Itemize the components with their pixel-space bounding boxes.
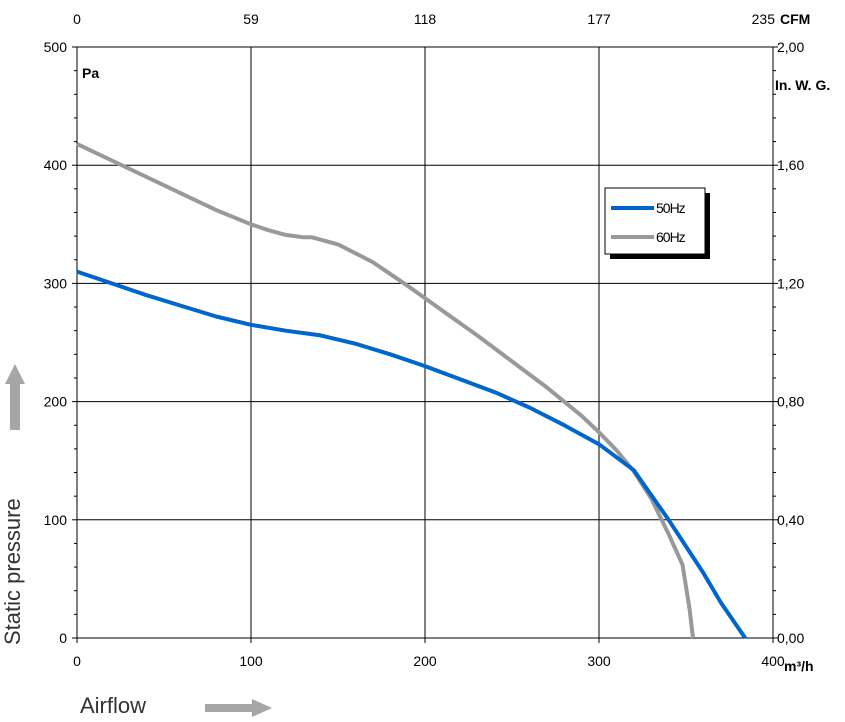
top-tick-label: 235 xyxy=(752,11,776,27)
legend-box xyxy=(604,187,706,255)
y-tick-label: 300 xyxy=(44,275,68,291)
x-axis-title: Airflow xyxy=(80,693,146,718)
y-right-tick-label: 1,20 xyxy=(777,275,804,291)
bottom-axis-unit: m³/h xyxy=(784,658,814,674)
series-line-50hz xyxy=(76,269,747,640)
y-tick-label: 400 xyxy=(44,157,68,173)
legend: 50Hz 60Hz xyxy=(604,187,710,259)
x-tick-label: 100 xyxy=(239,653,263,669)
top-tick-label: 177 xyxy=(587,11,611,27)
legend-label-50hz: 50Hz xyxy=(656,200,686,216)
y-axis-title-group: Static pressure xyxy=(0,364,25,645)
x-tick-label: 300 xyxy=(587,653,611,669)
y-tick-label: 200 xyxy=(44,394,68,410)
y-axis-title: Static pressure xyxy=(0,498,25,645)
y-right-tick-label: 1,60 xyxy=(777,157,804,173)
y-tick-label: 0 xyxy=(59,630,67,646)
x-axis-title-group: Airflow xyxy=(80,693,272,718)
top-tick-label: 0 xyxy=(73,11,81,27)
y-right-tick-label: 0,00 xyxy=(777,630,804,646)
grid-lines xyxy=(77,47,773,638)
y-right-tick-label: 0,80 xyxy=(777,394,804,410)
y-right-tick-label: 2,00 xyxy=(777,39,804,55)
legend-label-60hz: 60Hz xyxy=(656,229,686,245)
right-axis-unit: In. W. G. xyxy=(775,77,830,93)
top-tick-label: 118 xyxy=(414,11,437,27)
up-arrow-icon xyxy=(5,364,25,430)
top-axis-unit: CFM xyxy=(780,11,810,27)
x-tick-label: 200 xyxy=(413,653,437,669)
x-tick-label: 0 xyxy=(73,653,81,669)
right-arrow-icon xyxy=(205,699,272,717)
y-tick-label: 500 xyxy=(44,39,68,55)
series-layer xyxy=(76,142,747,640)
y-right-tick-label: 0,40 xyxy=(777,512,804,528)
top-tick-label: 59 xyxy=(243,11,259,27)
y-tick-label: 100 xyxy=(44,512,68,528)
left-axis-unit: Pa xyxy=(82,65,99,81)
x-tick-label: 400 xyxy=(761,653,785,669)
